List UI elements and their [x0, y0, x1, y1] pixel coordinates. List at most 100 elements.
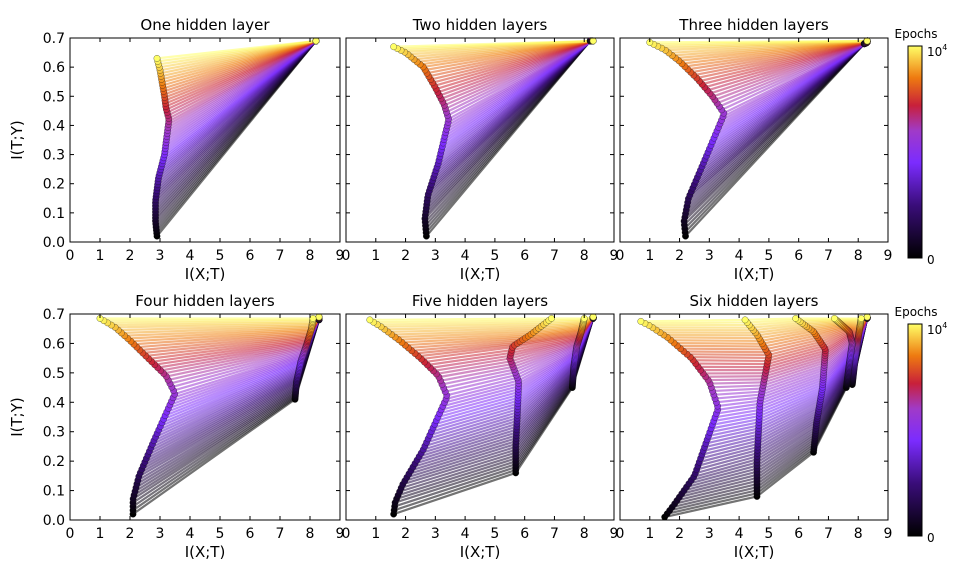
axes-frame: [345, 37, 615, 243]
trajectory-point: [741, 316, 749, 324]
x-tick-label: 7: [550, 526, 559, 542]
x-tick-label: 0: [66, 526, 75, 542]
x-tick-label: 7: [276, 526, 285, 542]
colorbar-max-label: 104: [927, 321, 947, 337]
x-tick-label: 8: [306, 526, 315, 542]
layer-trajectory-hidden-1: [152, 55, 173, 240]
colorbar-2: Epochs 104 0: [895, 305, 948, 545]
trajectory-point: [315, 313, 323, 321]
x-tick-label: 4: [461, 526, 470, 542]
layer-trajectory-hidden-3: [646, 39, 728, 240]
axes-frame: [69, 37, 341, 243]
x-tick-label: 1: [371, 526, 380, 542]
panel-3: Three hidden layers 0 1 2 3 4 5 6 7 8 9 I(X;T): [616, 16, 893, 283]
x-axis-label: I(X;T): [734, 543, 775, 561]
colorbar-gradient: [907, 45, 923, 259]
x-tick-label: 6: [794, 526, 803, 542]
x-tick-label: 7: [824, 248, 833, 264]
epoch-line: [393, 39, 594, 48]
x-tick-label: 4: [735, 526, 744, 542]
y-tick-label: 0.4: [43, 118, 65, 134]
x-tick-label: 1: [645, 526, 654, 542]
layer-trajectory-hidden-2: [568, 315, 588, 391]
panel-title: One hidden layer: [140, 16, 270, 34]
layer-trajectory-hidden-2: [390, 43, 452, 240]
x-tick-label: 2: [126, 248, 135, 264]
layer-trajectory-hidden-1: [589, 313, 597, 322]
y-tick-label: 0.7: [43, 31, 65, 47]
y-tick-label: 0.0: [43, 513, 65, 529]
colorbar-gradient: [907, 323, 923, 537]
y-tick-label: 0.5: [43, 366, 65, 382]
x-tick-label: 7: [276, 248, 285, 264]
epoch-connector-lines: [154, 39, 317, 237]
panel-2: Two hidden layers 0 1 2 3 4 5 6 7 8 9 I(X;T): [342, 16, 619, 283]
x-tick-label: 5: [490, 526, 499, 542]
layer-trajectory-hidden-3: [96, 315, 179, 518]
colorbar-max-exponent: 4: [942, 321, 947, 330]
x-tick-label: 6: [246, 526, 255, 542]
epoch-connector-lines: [369, 315, 595, 516]
x-axis-label: I(X;T): [185, 543, 226, 561]
panel-4: Four hidden layers 0 1 2 3 4 5 6 7 8 9 I(X;T) 0.0 0.1…: [8, 292, 344, 561]
x-tick-label: 2: [126, 526, 135, 542]
layer-trajectory-hidden-4: [792, 315, 829, 456]
y-tick-label: 0.2: [43, 454, 65, 470]
x-tick-label: 6: [520, 248, 529, 264]
trajectory-point: [831, 315, 838, 322]
y-tick-label: 0.5: [43, 89, 65, 105]
y-tick-label: 0.1: [43, 484, 65, 500]
layer-trajectory-hidden-1: [586, 37, 597, 45]
x-tick-label: 6: [246, 248, 255, 264]
x-tick-label: 5: [764, 248, 773, 264]
x-tick-label: 9: [884, 526, 893, 542]
trajectory-point: [390, 43, 397, 51]
layer-trajectory-hidden-2: [291, 315, 317, 403]
x-tick-label: 1: [645, 248, 654, 264]
x-axis-label: I(X;T): [185, 265, 226, 283]
y-axis-label: I(T;Y): [8, 120, 26, 160]
layer-trajectory-hidden-4: [366, 316, 451, 518]
x-axis-label: I(X;T): [734, 265, 775, 283]
x-tick-label: 9: [336, 248, 345, 264]
colorbar-max-exponent: 4: [942, 43, 947, 52]
x-tick-label: 1: [371, 248, 380, 264]
panel-5: Five hidden layers 0 1 2 3 4 5 6 7 8 9 I(X;T): [342, 292, 619, 561]
trajectory-point: [589, 37, 597, 45]
panel-title: Two hidden layers: [412, 16, 548, 34]
trajectory-point: [863, 313, 871, 321]
x-tick-label: 4: [186, 526, 195, 542]
layer-trajectory-hidden-5: [741, 316, 773, 500]
x-tick-label: 1: [96, 248, 105, 264]
colorbar-max-label: 104: [927, 43, 947, 59]
layer-trajectory-hidden-2: [860, 37, 871, 48]
x-tick-label: 0: [66, 248, 75, 264]
x-tick-label: 0: [616, 526, 625, 542]
epoch-line: [649, 39, 868, 44]
x-tick-label: 3: [705, 526, 714, 542]
layer-trajectory-hidden-3: [831, 315, 856, 391]
y-tick-label: 0.1: [43, 206, 65, 222]
trajectory-point: [637, 318, 645, 325]
trajectory-point: [312, 37, 320, 45]
panel-6: Six hidden layers 0 1 2 3 4 5 6 7 8 9 I(X;T): [616, 292, 893, 561]
panel-title: Six hidden layers: [689, 292, 818, 310]
epoch-line: [156, 39, 317, 60]
trajectory-point: [153, 55, 161, 62]
y-tick-label: 0.2: [43, 177, 65, 193]
x-tick-label: 8: [580, 248, 589, 264]
colorbar-label: Epochs: [895, 305, 938, 319]
x-tick-label: 9: [336, 526, 345, 542]
x-tick-label: 5: [490, 248, 499, 264]
panel-title: Three hidden layers: [678, 16, 829, 34]
layer-trajectory-hidden-6: [637, 318, 722, 521]
trajectory-point: [589, 313, 597, 321]
x-tick-label: 2: [675, 526, 684, 542]
trajectory-point: [366, 316, 374, 324]
x-axis-label: I(X;T): [460, 543, 501, 561]
layer-trajectory-input-proxy: [312, 37, 320, 45]
colorbar-min-label: 0: [927, 253, 935, 267]
y-axis-label: I(T;Y): [8, 397, 26, 437]
trajectory-point: [309, 315, 317, 322]
